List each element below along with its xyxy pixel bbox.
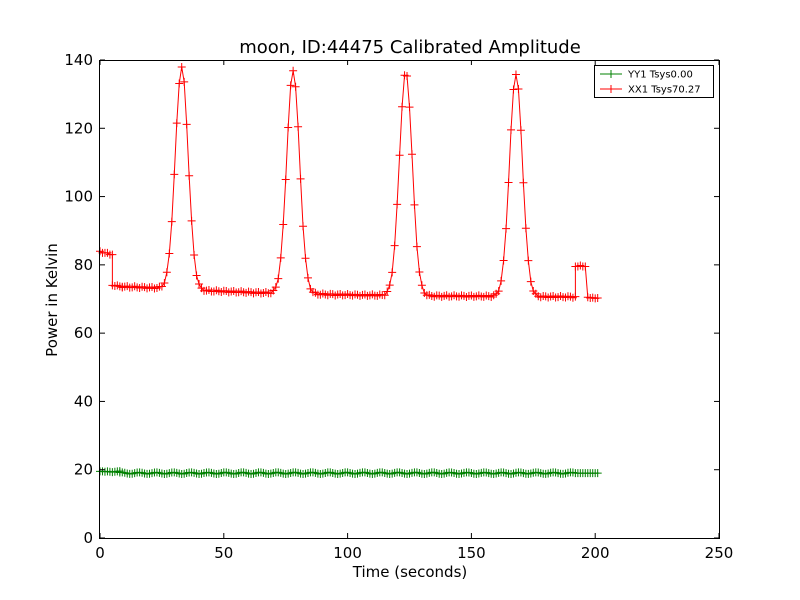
y-tick-label: 40 bbox=[74, 392, 93, 410]
data-point bbox=[502, 224, 511, 233]
legend-marker-yy1 bbox=[607, 70, 615, 78]
data-point bbox=[286, 81, 295, 90]
data-point bbox=[274, 274, 283, 283]
data-point bbox=[299, 222, 308, 231]
data-point bbox=[108, 250, 117, 259]
plot-area bbox=[96, 62, 602, 478]
data-point bbox=[405, 103, 414, 112]
x-tick-label: 150 bbox=[457, 544, 486, 562]
data-point bbox=[593, 293, 602, 302]
x-tick-label: 50 bbox=[214, 544, 233, 562]
y-tick-label: 120 bbox=[64, 119, 93, 137]
data-point bbox=[182, 120, 191, 129]
legend-entry-xx1: XX1 Tsys70.27 bbox=[600, 85, 701, 96]
legend-box bbox=[594, 65, 714, 98]
data-point bbox=[294, 122, 303, 131]
data-point bbox=[403, 72, 412, 81]
data-point bbox=[390, 241, 399, 250]
data-point bbox=[175, 79, 184, 88]
data-point bbox=[410, 200, 419, 209]
data-point bbox=[279, 220, 288, 229]
y-axis-label: Power in Kelvin bbox=[43, 243, 61, 357]
data-point bbox=[593, 469, 602, 478]
data-point bbox=[511, 70, 520, 79]
data-point bbox=[507, 125, 516, 134]
data-point bbox=[296, 174, 305, 183]
data-point bbox=[509, 85, 518, 94]
data-point bbox=[160, 278, 169, 287]
y-tick-label: 140 bbox=[64, 51, 93, 69]
y-tick-label: 80 bbox=[74, 256, 93, 274]
data-point bbox=[281, 175, 290, 184]
data-point bbox=[521, 224, 530, 233]
data-point bbox=[514, 85, 523, 94]
data-point bbox=[516, 126, 525, 135]
data-point bbox=[412, 242, 421, 251]
data-point bbox=[180, 77, 189, 86]
data-point bbox=[185, 171, 194, 180]
data-point bbox=[301, 254, 310, 263]
data-point bbox=[415, 267, 424, 276]
legend-marker-xx1 bbox=[607, 85, 615, 93]
data-point bbox=[526, 277, 535, 286]
data-point bbox=[494, 287, 503, 296]
data-point bbox=[303, 273, 312, 282]
legend-entry-yy1: YY1 Tsys0.00 bbox=[600, 70, 693, 81]
data-point bbox=[187, 216, 196, 225]
data-point bbox=[177, 62, 186, 71]
data-point bbox=[398, 102, 407, 111]
data-point bbox=[407, 150, 416, 159]
legend-label-yy1: YY1 Tsys0.00 bbox=[627, 70, 693, 81]
data-point bbox=[192, 271, 201, 280]
legend: YY1 Tsys0.00 XX1 Tsys70.27 bbox=[594, 65, 714, 98]
data-point bbox=[162, 268, 171, 277]
data-point bbox=[291, 82, 300, 91]
data-point bbox=[388, 268, 397, 277]
legend-label-xx1: XX1 Tsys70.27 bbox=[628, 85, 701, 96]
data-point bbox=[524, 256, 533, 265]
data-point bbox=[172, 119, 181, 128]
x-axis-label: Time (seconds) bbox=[352, 563, 468, 581]
x-tick-label: 0 bbox=[95, 544, 105, 562]
plot-frame bbox=[99, 60, 720, 539]
data-point bbox=[393, 200, 402, 209]
data-point bbox=[581, 262, 590, 271]
data-point bbox=[271, 283, 280, 292]
x-tick-label: 100 bbox=[333, 544, 362, 562]
data-point bbox=[383, 287, 392, 296]
x-tick-label: 200 bbox=[581, 544, 610, 562]
data-point bbox=[195, 280, 204, 289]
data-point bbox=[289, 66, 298, 75]
data-point bbox=[497, 276, 506, 285]
data-point bbox=[571, 292, 580, 301]
data-point bbox=[519, 178, 528, 187]
data-point bbox=[417, 281, 426, 290]
data-point bbox=[284, 123, 293, 132]
data-point bbox=[504, 178, 513, 187]
y-tick-label: 0 bbox=[83, 529, 93, 547]
data-point bbox=[499, 256, 508, 265]
y-tick-label: 100 bbox=[64, 188, 93, 206]
data-point bbox=[170, 170, 179, 179]
x-axis: 0 50 100 150 200 250 bbox=[95, 60, 733, 562]
data-point bbox=[165, 249, 174, 258]
series-yy1 bbox=[96, 467, 602, 478]
chart-title: moon, ID:44475 Calibrated Amplitude bbox=[239, 37, 581, 58]
x-tick-label: 250 bbox=[705, 544, 734, 562]
y-axis: 0 20 40 60 80 100 120 140 bbox=[64, 51, 719, 547]
data-point bbox=[395, 151, 404, 160]
y-tick-label: 60 bbox=[74, 324, 93, 342]
data-point bbox=[276, 253, 285, 262]
data-point bbox=[385, 281, 394, 290]
y-tick-label: 20 bbox=[74, 461, 93, 479]
data-point bbox=[167, 217, 176, 226]
data-point bbox=[190, 250, 199, 259]
series-xx1 bbox=[96, 62, 602, 303]
